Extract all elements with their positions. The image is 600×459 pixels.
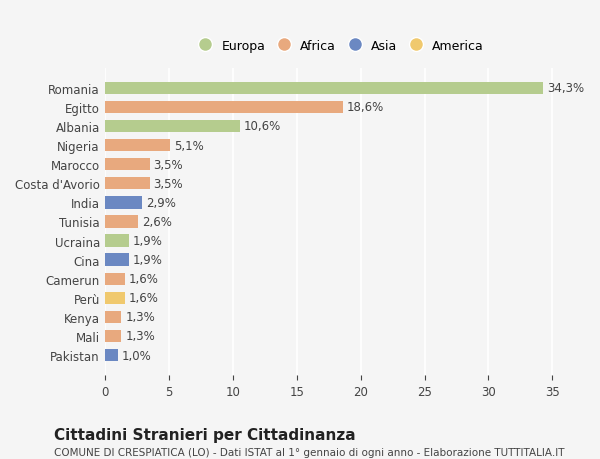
- Bar: [105, 254, 129, 266]
- Bar: [105, 178, 149, 190]
- Bar: [105, 83, 544, 95]
- Text: 5,1%: 5,1%: [174, 139, 203, 152]
- Bar: [105, 292, 125, 304]
- Text: 34,3%: 34,3%: [547, 82, 584, 95]
- Bar: [105, 197, 142, 209]
- Bar: [105, 140, 170, 152]
- Text: 1,9%: 1,9%: [133, 235, 163, 247]
- Text: 1,6%: 1,6%: [129, 273, 159, 285]
- Text: COMUNE DI CRESPIATICA (LO) - Dati ISTAT al 1° gennaio di ogni anno - Elaborazion: COMUNE DI CRESPIATICA (LO) - Dati ISTAT …: [54, 448, 565, 458]
- Text: 1,6%: 1,6%: [129, 291, 159, 305]
- Text: 2,9%: 2,9%: [146, 196, 176, 209]
- Text: 10,6%: 10,6%: [244, 120, 281, 133]
- Legend: Europa, Africa, Asia, America: Europa, Africa, Asia, America: [194, 35, 489, 58]
- Text: 1,9%: 1,9%: [133, 253, 163, 267]
- Bar: [105, 121, 241, 133]
- Text: 1,3%: 1,3%: [125, 311, 155, 324]
- Text: 18,6%: 18,6%: [347, 101, 384, 114]
- Bar: [105, 159, 149, 171]
- Text: 2,6%: 2,6%: [142, 215, 172, 229]
- Text: Cittadini Stranieri per Cittadinanza: Cittadini Stranieri per Cittadinanza: [54, 427, 356, 442]
- Bar: [105, 330, 121, 342]
- Text: 3,5%: 3,5%: [154, 177, 183, 190]
- Text: 1,3%: 1,3%: [125, 330, 155, 343]
- Bar: [105, 311, 121, 324]
- Text: 3,5%: 3,5%: [154, 158, 183, 171]
- Bar: [105, 235, 129, 247]
- Bar: [105, 216, 138, 228]
- Bar: [105, 101, 343, 114]
- Bar: [105, 349, 118, 362]
- Bar: [105, 273, 125, 285]
- Text: 1,0%: 1,0%: [121, 349, 151, 362]
